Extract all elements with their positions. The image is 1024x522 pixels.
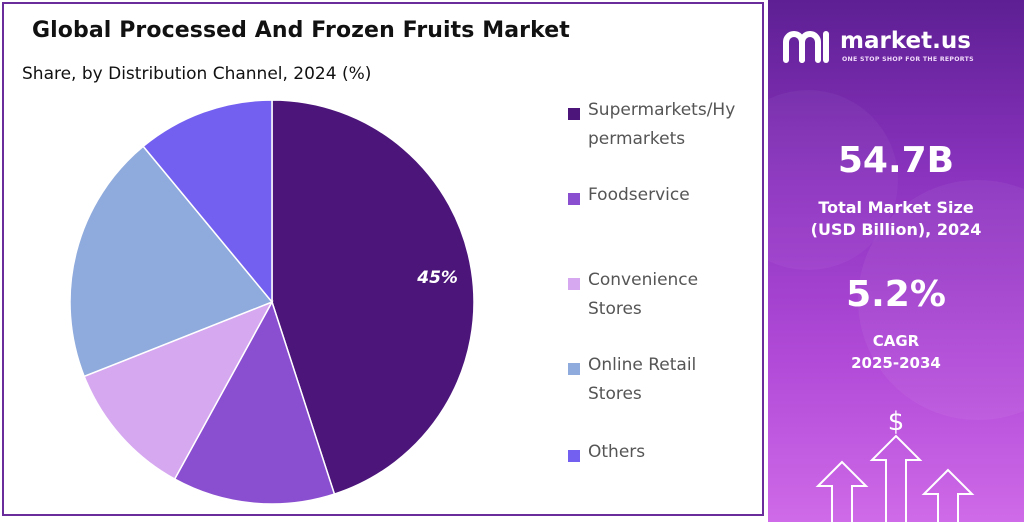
brand-tagline: ONE STOP SHOP FOR THE REPORTS xyxy=(842,56,974,63)
legend: Supermarkets/Hy permarkets Foodservice Con… xyxy=(568,4,758,518)
chart-title: Global Processed And Frozen Fruits Marke… xyxy=(32,18,570,43)
legend-swatch xyxy=(568,450,580,462)
cagr-label-2: 2025-2034 xyxy=(851,354,941,372)
brand-name: market.us xyxy=(840,28,971,54)
dollar-arrows-icon: $ xyxy=(815,407,975,522)
market-size-value: 54.7B xyxy=(837,140,955,181)
legend-swatch xyxy=(568,108,580,120)
market-us-logo-icon xyxy=(783,31,829,63)
legend-label: Convenience Stores xyxy=(588,270,699,319)
pie-chart: 45% xyxy=(69,99,475,505)
legend-item: Others xyxy=(568,442,758,467)
pie-slice-5 xyxy=(142,99,273,305)
legend-swatch xyxy=(568,278,580,290)
cagr-label-1: CAGR xyxy=(872,332,920,350)
legend-label: Foodservice xyxy=(588,185,690,205)
legend-item: Online Retail Stores xyxy=(568,355,758,409)
legend-label: Online Retail Stores xyxy=(588,355,697,404)
pie-slice-2 xyxy=(173,300,336,505)
market-size-label-2: (USD Billion), 2024 xyxy=(810,220,982,239)
pie-slice-4 xyxy=(69,145,274,378)
legend-item: Convenience Stores xyxy=(568,270,758,324)
legend-swatch xyxy=(568,363,580,375)
legend-item: Supermarkets/Hy permarkets xyxy=(568,100,758,154)
brand-logo: market.us ONE STOP SHOP FOR THE REPORTS xyxy=(782,28,1012,68)
legend-label: Others xyxy=(588,442,646,462)
pie-slice-3 xyxy=(83,300,274,481)
legend-swatch xyxy=(568,193,580,205)
legend-label: Supermarkets/Hy permarkets xyxy=(588,100,736,149)
background-decor xyxy=(768,90,1024,420)
pie-slice-1 xyxy=(271,99,475,496)
pie-data-label-1: 45% xyxy=(416,268,458,288)
legend-item: Foodservice xyxy=(568,185,758,210)
cagr-value: 5.2% xyxy=(846,274,946,315)
dollar-sign: $ xyxy=(888,407,905,437)
market-size-label-1: Total Market Size xyxy=(818,198,974,217)
chart-panel: Global Processed And Frozen Fruits Marke… xyxy=(2,2,764,516)
chart-subtitle: Share, by Distribution Channel, 2024 (%) xyxy=(22,64,372,84)
summary-panel: market.us ONE STOP SHOP FOR THE REPORTS … xyxy=(768,0,1024,522)
